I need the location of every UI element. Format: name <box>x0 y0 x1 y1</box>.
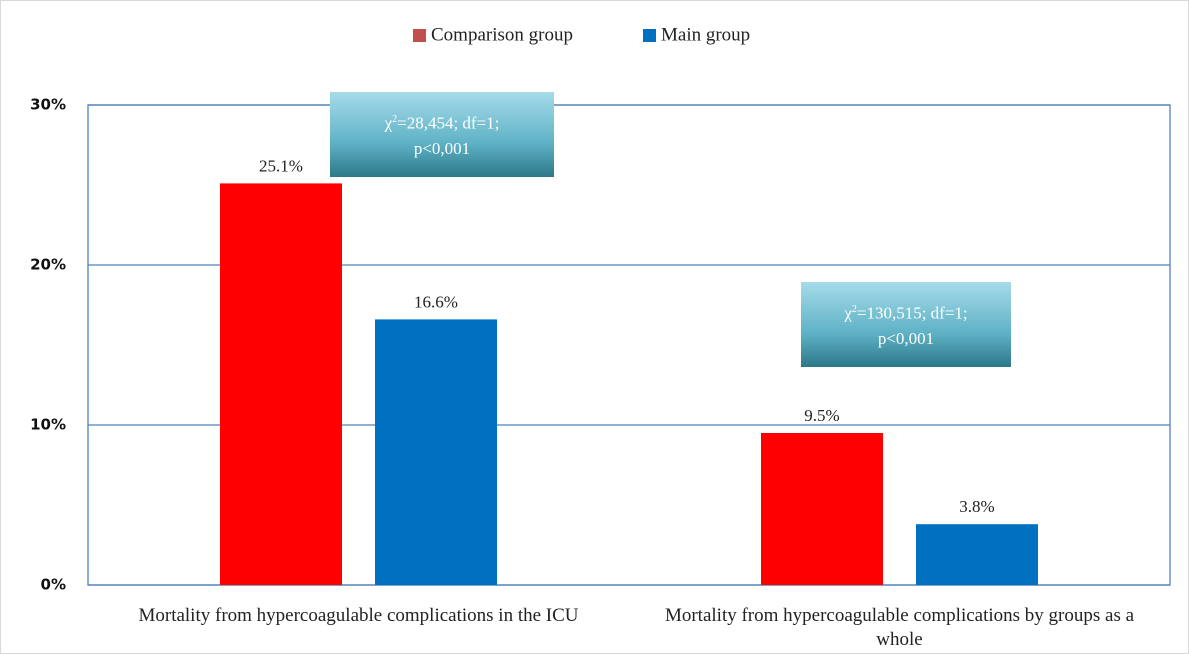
annotation: χ2=130,515; df=1; p<0,001 <box>801 282 1011 367</box>
plot-border <box>87 104 1171 586</box>
y-tick-label: 30% <box>30 96 66 114</box>
legend-label: Comparison group <box>431 24 573 45</box>
annotation-superscript: 2 <box>392 113 398 125</box>
y-tick-label: 20% <box>30 256 66 274</box>
legend-label: Main group <box>661 24 750 45</box>
y-tick-label: 10% <box>30 416 66 434</box>
legend-swatch <box>413 29 426 42</box>
annotation-symbol: χ <box>844 303 852 323</box>
annotation-line: p<0,001 <box>877 329 935 349</box>
data-label: 25.1% <box>259 156 303 175</box>
annotation-superscript: 2 <box>851 303 857 315</box>
bar <box>220 183 342 585</box>
data-label: 9.5% <box>804 406 839 425</box>
annotation: χ2=28,454; df=1; p<0,001 <box>330 92 554 177</box>
data-label: 3.8% <box>959 497 994 516</box>
bar <box>761 433 883 585</box>
annotation-text: =28,454; df=1; <box>397 113 500 133</box>
legend-swatch <box>643 29 656 42</box>
bar <box>375 319 497 585</box>
annotation-line: p<0,001 <box>413 139 471 159</box>
annotation-symbol: χ <box>384 113 393 133</box>
annotation-line: χ2=28,454; df=1; <box>330 107 554 137</box>
x-tick-label: Mortality from hypercoagulable complicat… <box>138 605 579 626</box>
annotation-line: χ2=130,515; df=1; <box>801 297 1011 327</box>
bar <box>916 524 1038 585</box>
x-tick-label: Mortality from hypercoagulable complicat… <box>664 605 1135 650</box>
y-tick-label: 0% <box>41 576 66 594</box>
annotation-text: =130,515; df=1; <box>856 303 968 323</box>
data-label: 16.6% <box>414 292 458 311</box>
